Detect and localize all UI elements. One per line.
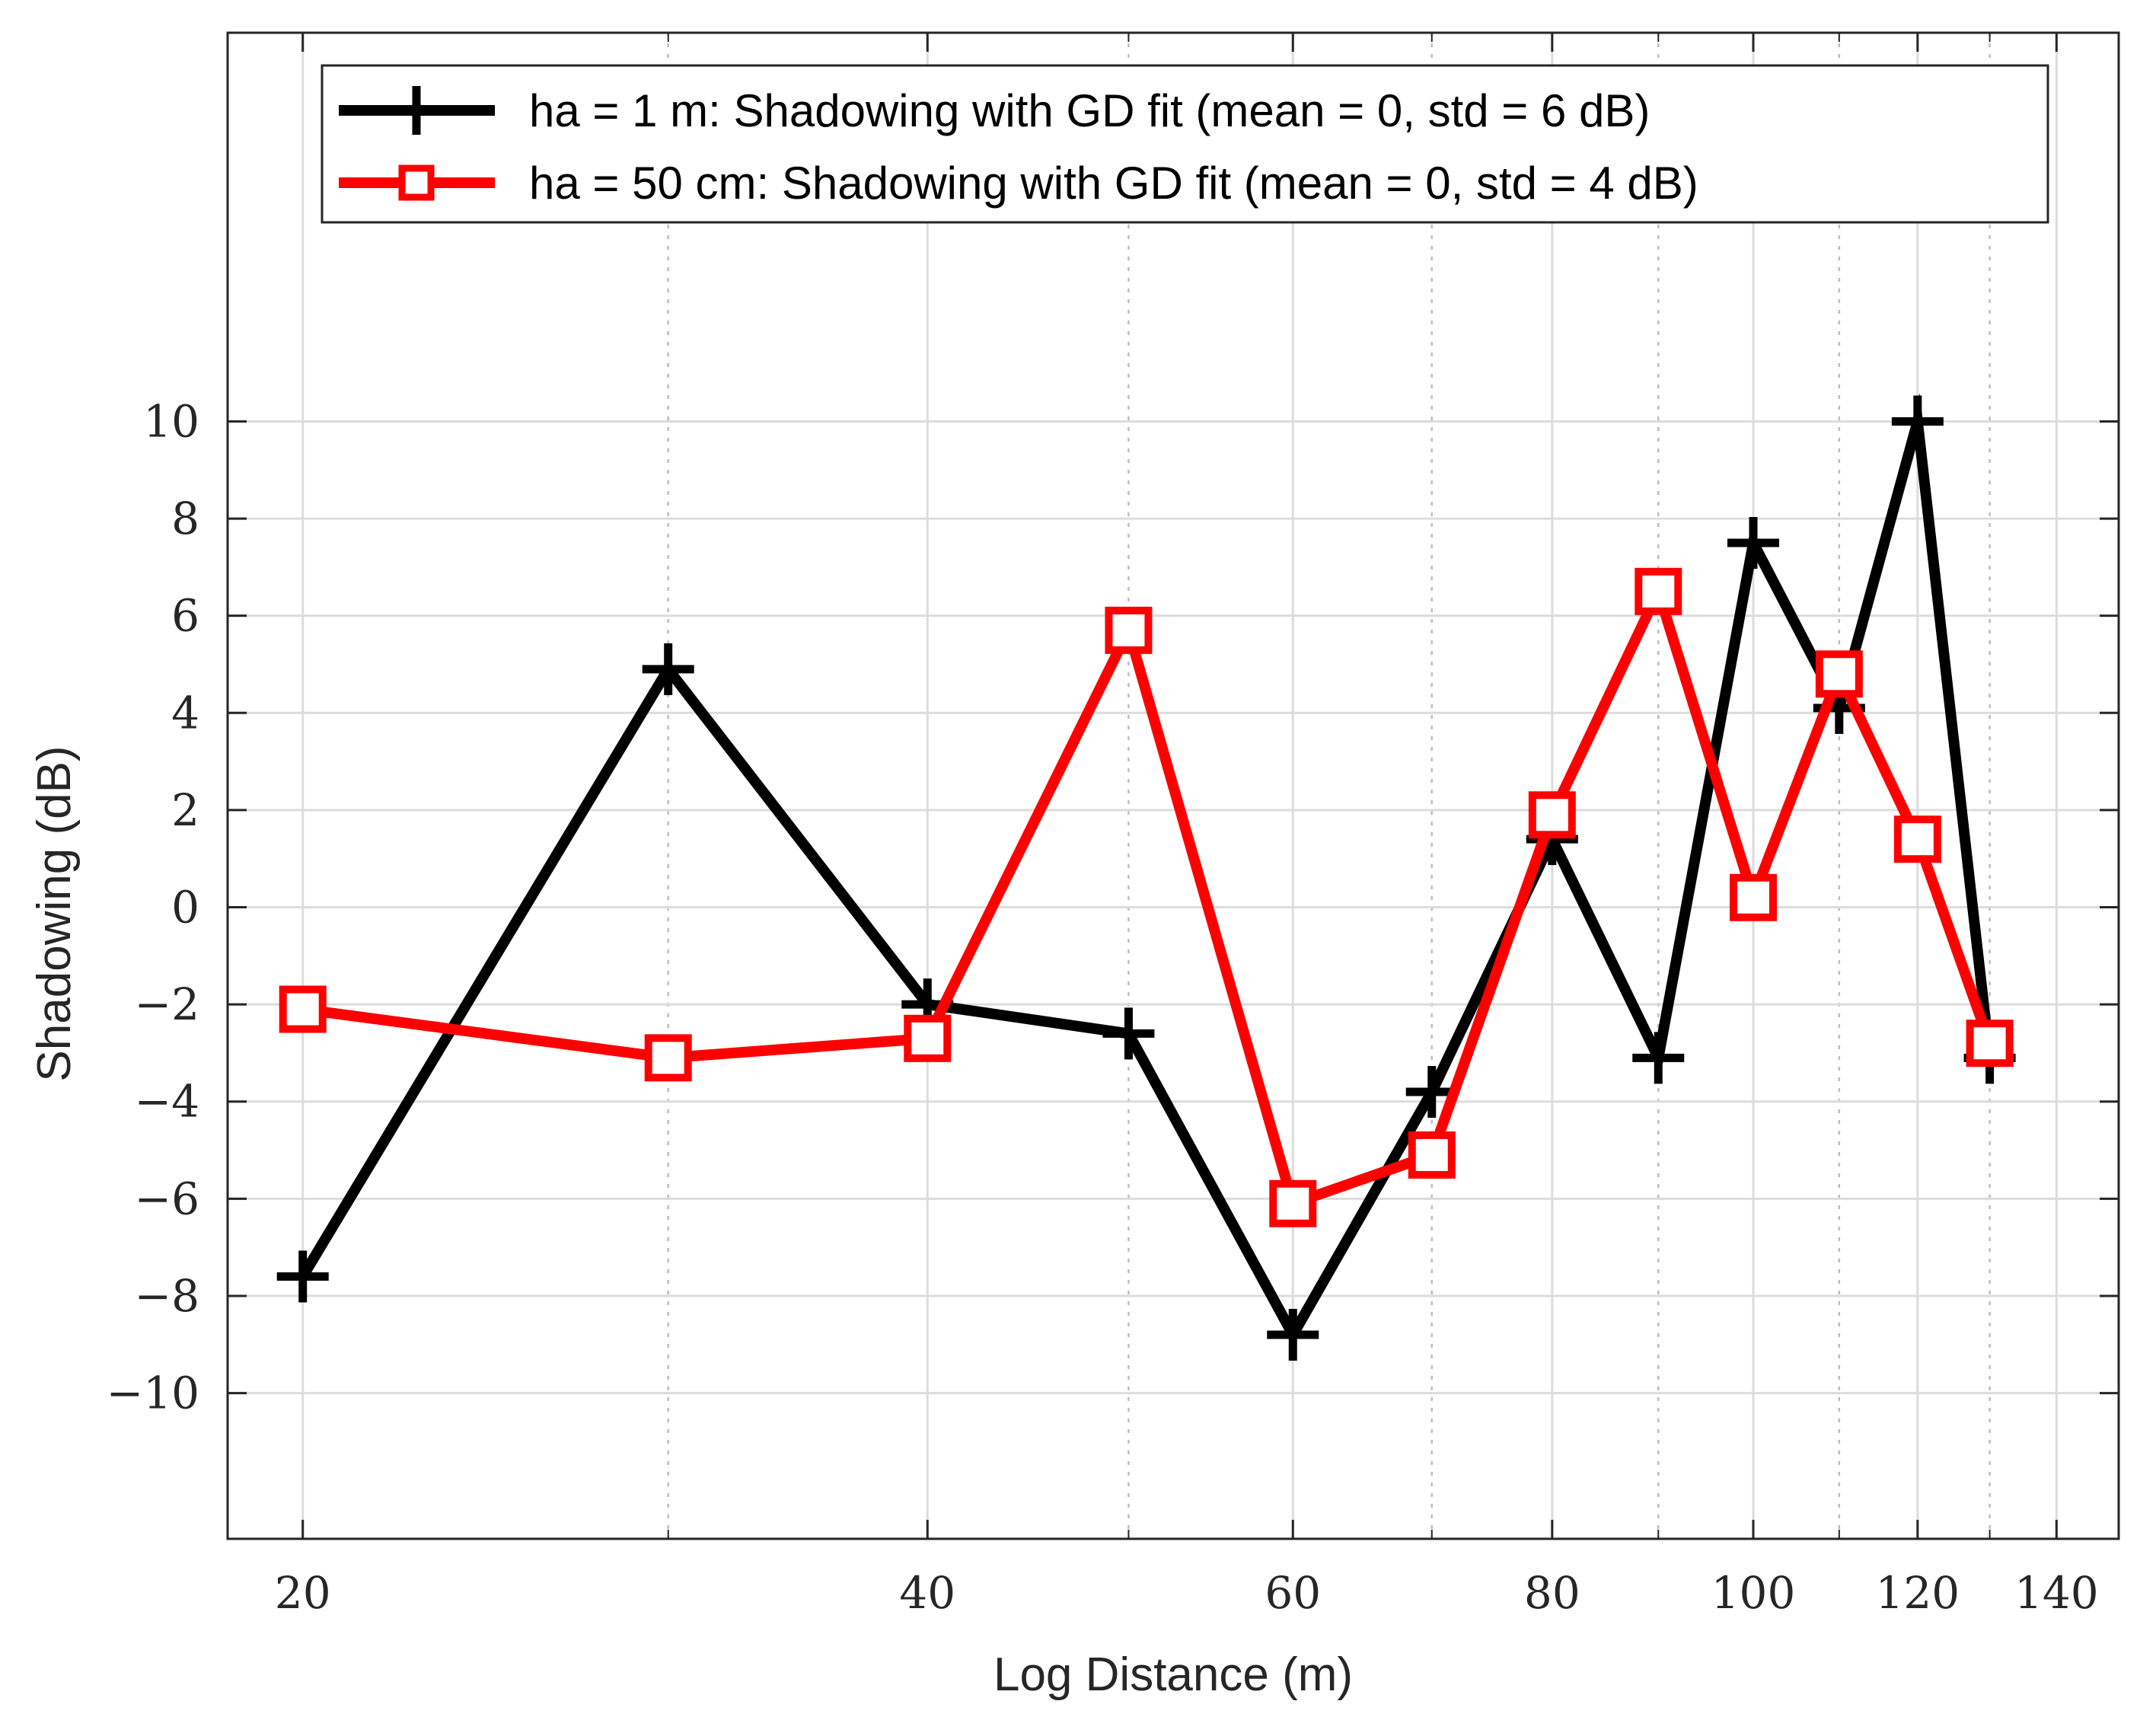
plot-area-frame [226,31,2120,1540]
y-tick-label: −6 [135,1173,200,1224]
data-point-marker-square [1408,1131,1456,1179]
x-tick-label: 40 [899,1567,955,1619]
data-point-marker-square [644,1034,692,1082]
data-point-marker-plus [1727,516,1780,569]
y-axis-label: Shadowing (dB) [28,745,81,1081]
data-point-marker-plus [642,643,694,695]
x-tick-label: 60 [1265,1567,1321,1619]
data-point-marker-square [1635,567,1682,615]
y-tick-label: −8 [135,1270,200,1322]
y-tick-label: 4 [171,687,199,739]
data-point-marker-plus [1632,1032,1685,1084]
data-point-marker-square [1815,650,1863,698]
x-tick-label: 20 [275,1567,331,1619]
data-point-marker-square [1269,1179,1317,1227]
data-point-marker-square [279,985,327,1033]
grid-lines [228,33,2119,1539]
y-tick-label: 8 [171,493,199,544]
y-tick-label: 6 [171,590,199,642]
y-tick-labels: −10 −8 −6 −4 −2 0 2 4 6 8 10 [107,395,199,1419]
data-point-marker-plus [1102,1007,1155,1060]
series-line-2 [301,576,1995,1211]
y-tick-label: 2 [171,784,199,836]
y-tick-label: 10 [143,395,199,447]
legend-label-series-1: ha = 1 m: Shadowing with GD fit (mean = … [529,85,1650,136]
data-point-marker-plus [1891,395,1944,448]
x-tick-label: 140 [2014,1567,2099,1619]
legend-marker-series-2 [398,164,435,201]
data-point-marker-plus [1267,1309,1319,1361]
legend-box [321,64,2049,224]
y-tick-label: −10 [107,1368,199,1419]
y-tick-label: −4 [135,1076,200,1128]
data-point-marker-square [904,1014,952,1062]
legend-label-series-2: ha = 50 cm: Shadowing with GD fit (mean … [529,158,1698,209]
x-tick-labels: 20 40 60 80 100 120 140 [275,1567,2099,1619]
series-2 [279,567,2014,1227]
data-point-marker-square [1105,606,1153,654]
x-tick-label: 80 [1524,1567,1580,1619]
data-point-marker-plus [276,1250,329,1303]
data-point-marker-square [1893,815,1941,863]
data-point-marker-square [1528,791,1576,839]
y-tick-label: 0 [171,882,199,933]
series-layer [276,393,2016,1361]
x-axis-label: Log Distance (m) [993,1648,1353,1701]
data-point-marker-square [1730,873,1778,921]
x-tick-label: 100 [1711,1567,1796,1619]
axis-ticks [228,33,2119,1539]
data-point-marker-square [1966,1020,2014,1068]
y-tick-label: −2 [135,978,200,1030]
legend: ha = 1 m: Shadowing with GD fit (mean = … [321,64,2049,224]
x-tick-label: 120 [1875,1567,1960,1619]
legend-marker-series-1 [392,86,441,135]
